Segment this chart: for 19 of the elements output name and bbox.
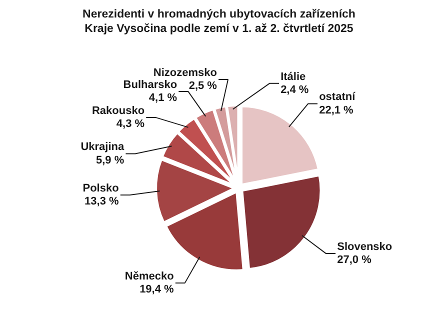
- slice-label: Rakousko: [92, 104, 145, 117]
- data-label: 4,1 %: [148, 92, 178, 104]
- data-label: 4,3 %: [116, 118, 145, 130]
- slice-label: Itálie: [280, 70, 306, 83]
- data-label: 2,4 %: [280, 84, 309, 96]
- slice-label: ostatní: [319, 91, 356, 104]
- slice-label: Ukrajina: [80, 141, 126, 154]
- slice-label: Německo: [124, 270, 174, 282]
- data-label: 13,3 %: [84, 196, 120, 208]
- data-label: 19,4 %: [140, 284, 174, 296]
- slice-label: Slovensko: [337, 240, 392, 253]
- data-label: 2,5 %: [188, 80, 218, 92]
- slice-label: Polsko: [82, 182, 120, 194]
- slice-label: Bulharsko: [123, 78, 178, 91]
- data-label: 5,9 %: [96, 154, 124, 166]
- data-label: 22,1 %: [319, 104, 354, 116]
- data-label: 27,0 %: [337, 254, 372, 266]
- slice-label: Nizozemsko: [153, 66, 218, 79]
- chart-title: Nerezidenti v hromadných ubytovacích zařízeních Kraje Vysočina podle zemí v 1. až 2. čtvrtletí 2025: [82, 8, 356, 36]
